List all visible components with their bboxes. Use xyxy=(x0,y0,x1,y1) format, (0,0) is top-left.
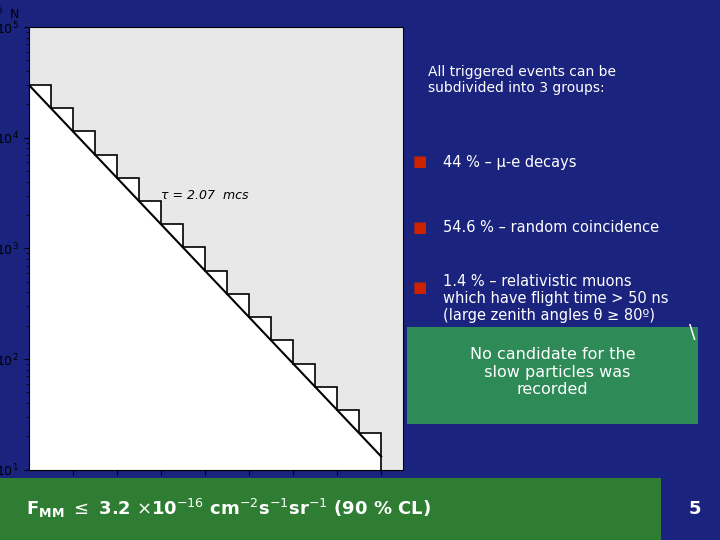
Text: $\mathbf{F_{MM}}$ $\leq$ 3.2 $\times$10$^{-16}$ cm$^{-2}$s$^{-1}$sr$^{-1}$ (90 %: $\mathbf{F_{MM}}$ $\leq$ 3.2 $\times$10$… xyxy=(27,497,431,521)
Text: ■: ■ xyxy=(413,280,427,295)
Text: τ = 2.07  mcs: τ = 2.07 mcs xyxy=(161,189,248,202)
Text: which have flight time > 50 ns: which have flight time > 50 ns xyxy=(443,291,668,306)
Text: \: \ xyxy=(689,322,696,342)
Text: No candidate for the
  slow particles was
recorded: No candidate for the slow particles was … xyxy=(469,347,636,397)
Text: 44 % – μ-e decays: 44 % – μ-e decays xyxy=(443,154,576,170)
Text: All triggered events can be
subdivided into 3 groups:: All triggered events can be subdivided i… xyxy=(428,65,616,95)
Text: $10^5$  N: $10^5$ N xyxy=(0,6,20,23)
Text: ■: ■ xyxy=(413,220,427,235)
Text: 5: 5 xyxy=(688,500,701,518)
X-axis label: mcs: mcs xyxy=(203,495,229,508)
Text: (large zenith angles θ ≥ 80º): (large zenith angles θ ≥ 80º) xyxy=(443,308,654,323)
Text: 54.6 % – random coincidence: 54.6 % – random coincidence xyxy=(443,220,659,235)
Text: ■: ■ xyxy=(413,154,427,170)
Text: 1.4 % – relativistic muons: 1.4 % – relativistic muons xyxy=(443,274,631,289)
